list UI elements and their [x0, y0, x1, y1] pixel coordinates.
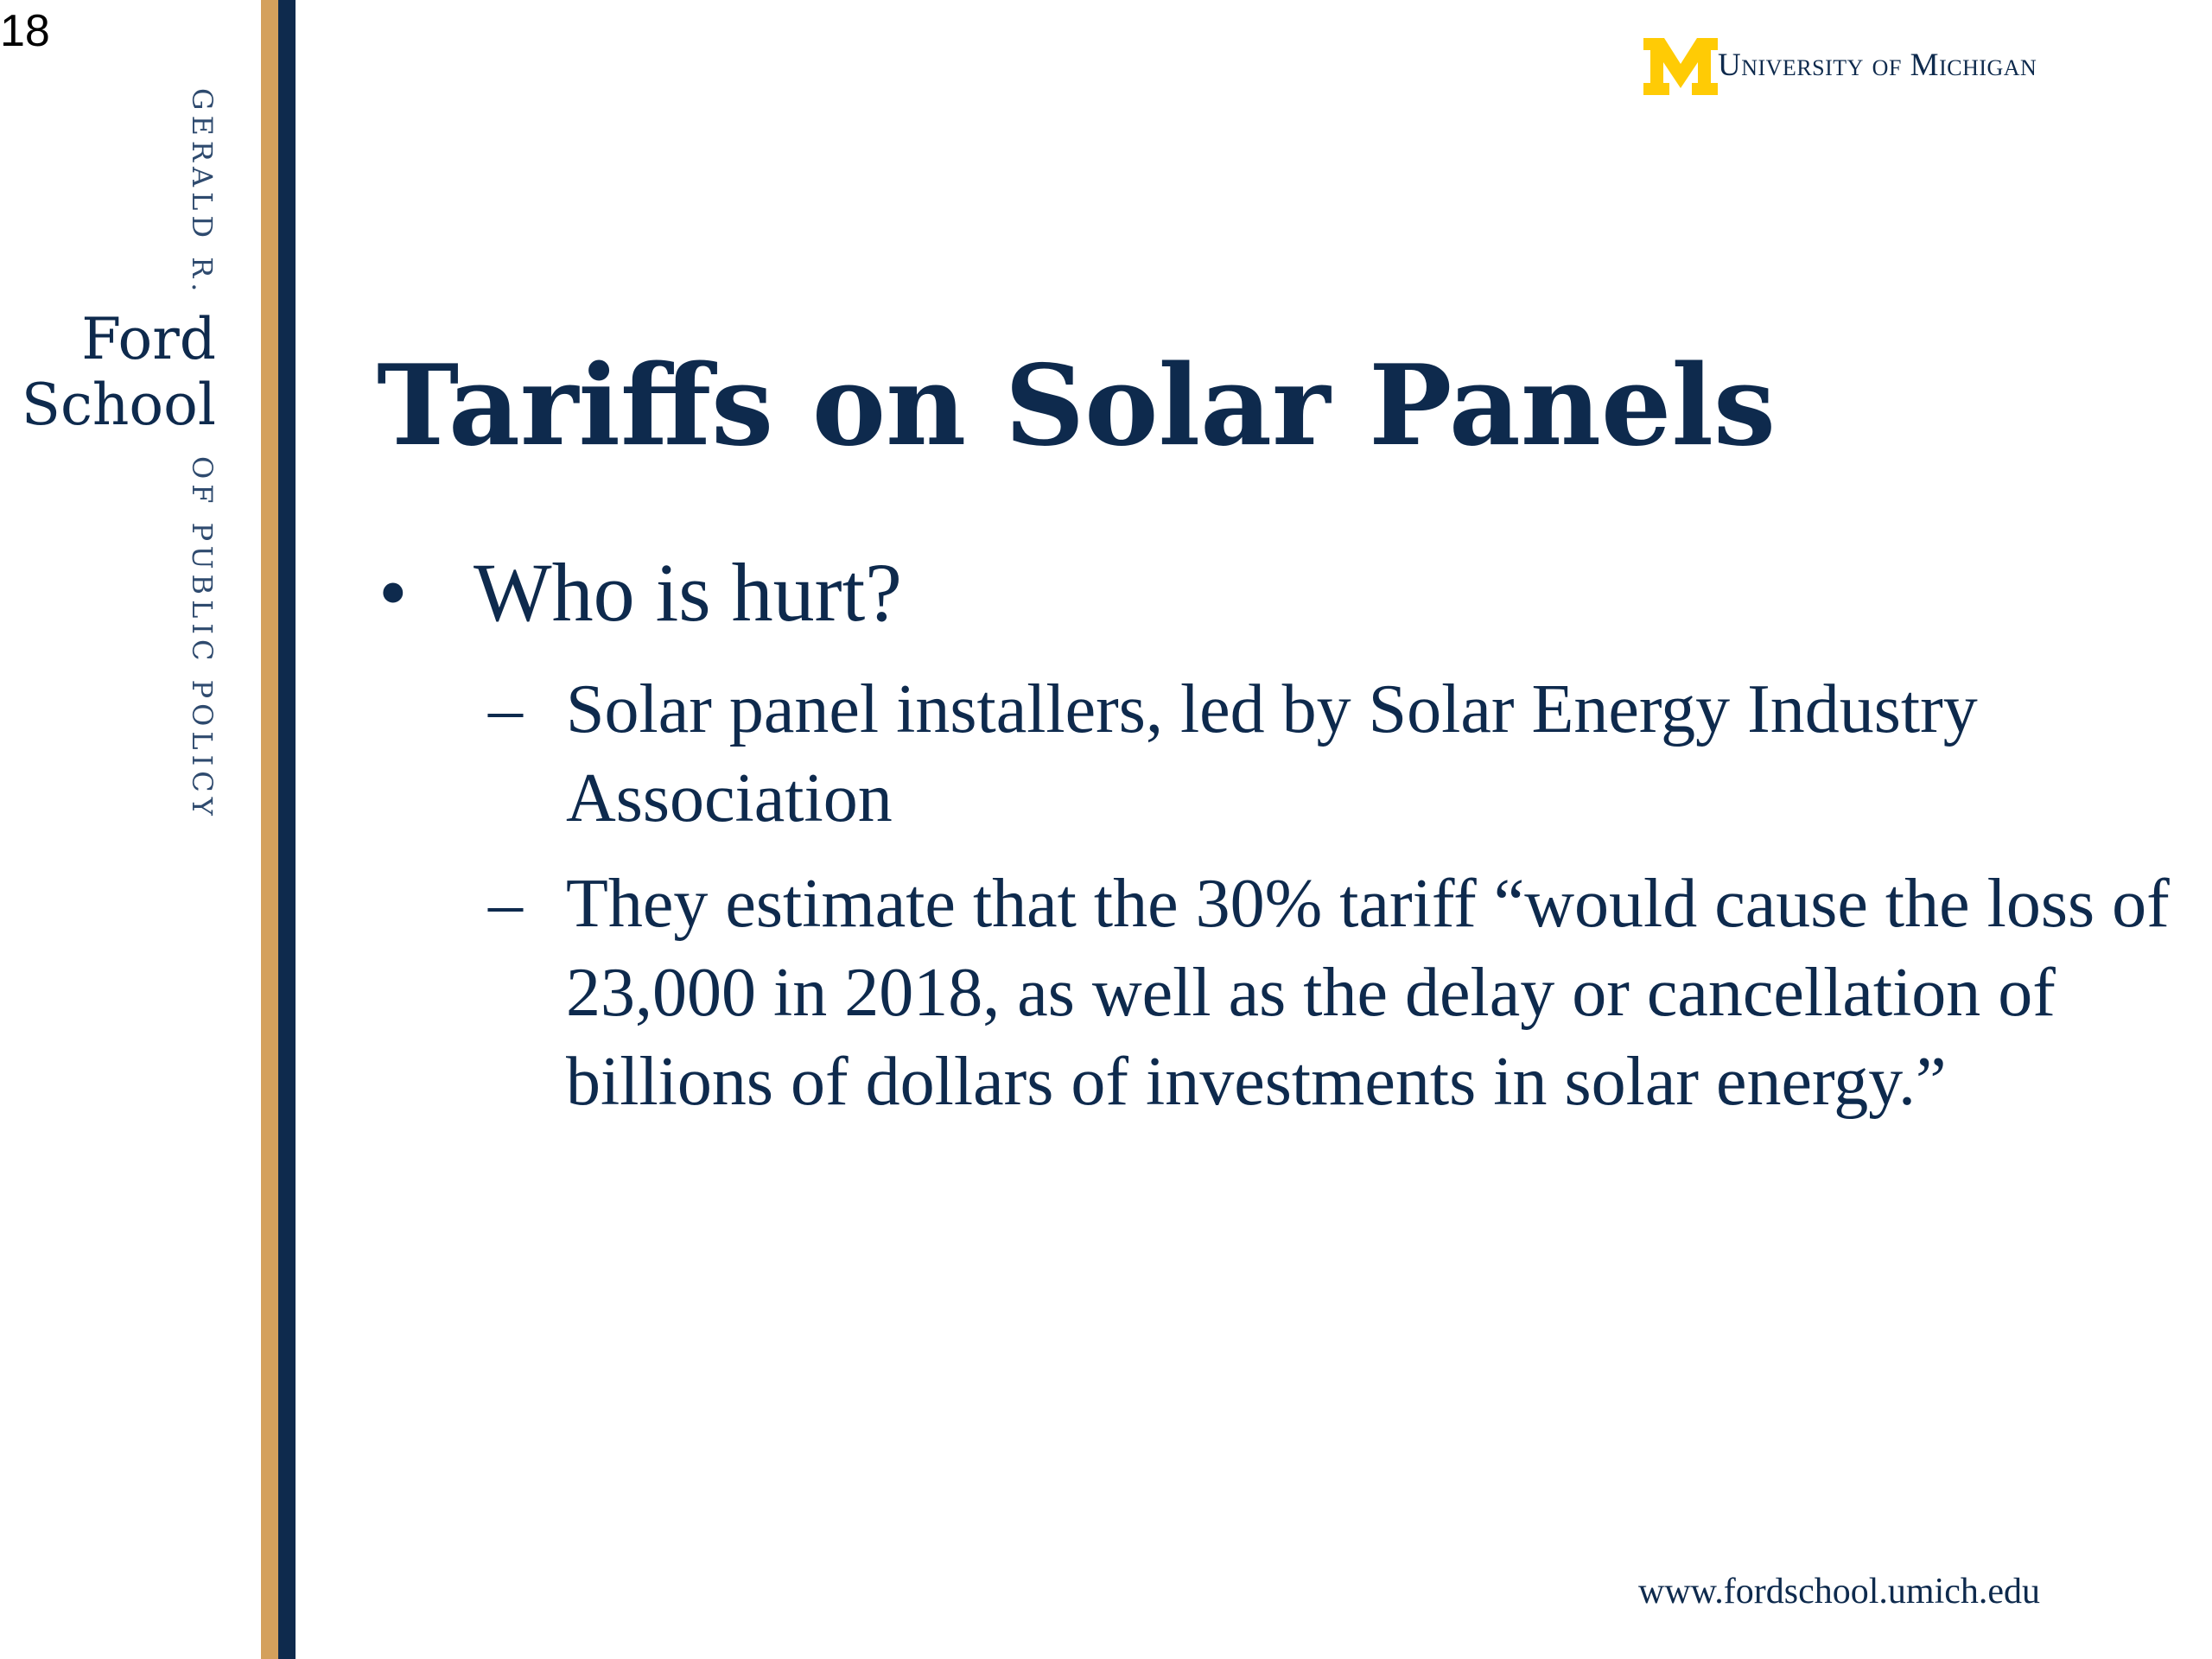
- sidebar-public-policy-text: OF PUBLIC POLICY: [186, 456, 219, 821]
- footer-url: www.fordschool.umich.edu: [1638, 1572, 2041, 1611]
- sub-bullet-marker: –: [488, 671, 523, 747]
- school-text: School: [21, 372, 216, 438]
- sub-bullet-text: Solar panel installers, led by Solar Ene…: [566, 671, 1978, 836]
- bullet-marker: •: [378, 546, 408, 639]
- university-name: University of Michigan: [1718, 48, 2037, 83]
- sidebar-gerald-r-text: GERALD R.: [186, 88, 219, 297]
- slide-number: 18: [0, 6, 50, 56]
- ford-text: Ford: [81, 306, 216, 372]
- university-of-michigan-logo: University of Michigan: [1643, 35, 2037, 95]
- sidebar-navy-stripe: [278, 0, 296, 1659]
- sub-bullet-marker: –: [488, 866, 523, 942]
- sub-bullet-text: They estimate that the 30% tariff “would…: [566, 866, 2170, 1120]
- sidebar-gold-stripe: [261, 0, 278, 1659]
- slide-title: Tariffs on Solar Panels: [377, 341, 1776, 471]
- ford-school-logo: Ford School: [22, 307, 216, 438]
- bullet-item: • Who is hurt?: [378, 544, 902, 640]
- bullet-text: Who is hurt?: [474, 546, 902, 639]
- block-m-icon: [1643, 38, 1718, 95]
